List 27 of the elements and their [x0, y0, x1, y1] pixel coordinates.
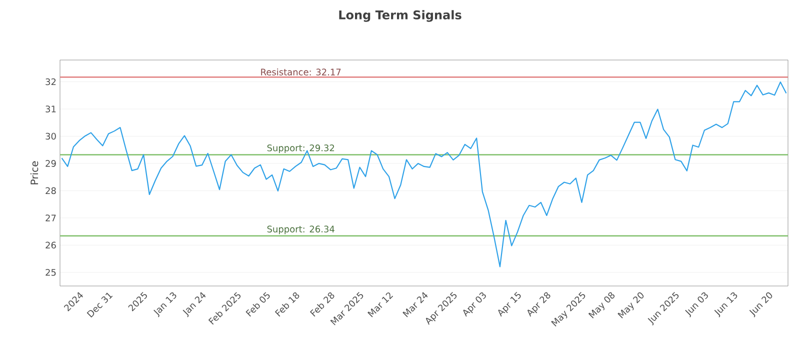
y-tick-label: 28	[46, 187, 56, 194]
x-tick-label: Jun 20	[749, 292, 772, 318]
x-tick-label: Dec 31	[86, 292, 113, 318]
x-tick-label: Feb 18	[274, 292, 300, 317]
y-axis-title: Price	[30, 161, 38, 184]
y-tick-label: 32	[46, 78, 56, 86]
x-tick-label: Feb 05	[246, 292, 270, 317]
ref-line-label: Support: 26.34	[267, 226, 334, 234]
x-tick-label: Feb 28	[310, 292, 334, 317]
y-tick-label: 27	[46, 214, 56, 222]
ref-line-label: Support: 29.32	[267, 144, 334, 154]
x-tick-label: Apr 15	[498, 292, 521, 317]
y-tick-label: 25	[46, 268, 56, 276]
x-tick-label: Jun 03	[685, 292, 708, 318]
x-tick-label: Apr 28	[527, 292, 550, 317]
y-tick-label: 29	[46, 160, 56, 167]
x-tick-label: Jun 13	[714, 292, 738, 318]
x-tick-label: Apr 03	[463, 292, 486, 317]
ref-line-label: Resistance: 32.17	[261, 68, 341, 76]
x-tick-label: Mar 12	[368, 292, 394, 318]
y-tick-label: 30	[46, 132, 56, 140]
chart-title: Long Term Signals	[339, 10, 462, 22]
y-tick-label: 26	[46, 242, 56, 249]
x-tick-label: Jan 13	[154, 292, 176, 318]
x-tick-label: Jan 24	[182, 292, 206, 318]
line-series	[61, 82, 787, 268]
y-tick-label: 31	[46, 106, 56, 112]
